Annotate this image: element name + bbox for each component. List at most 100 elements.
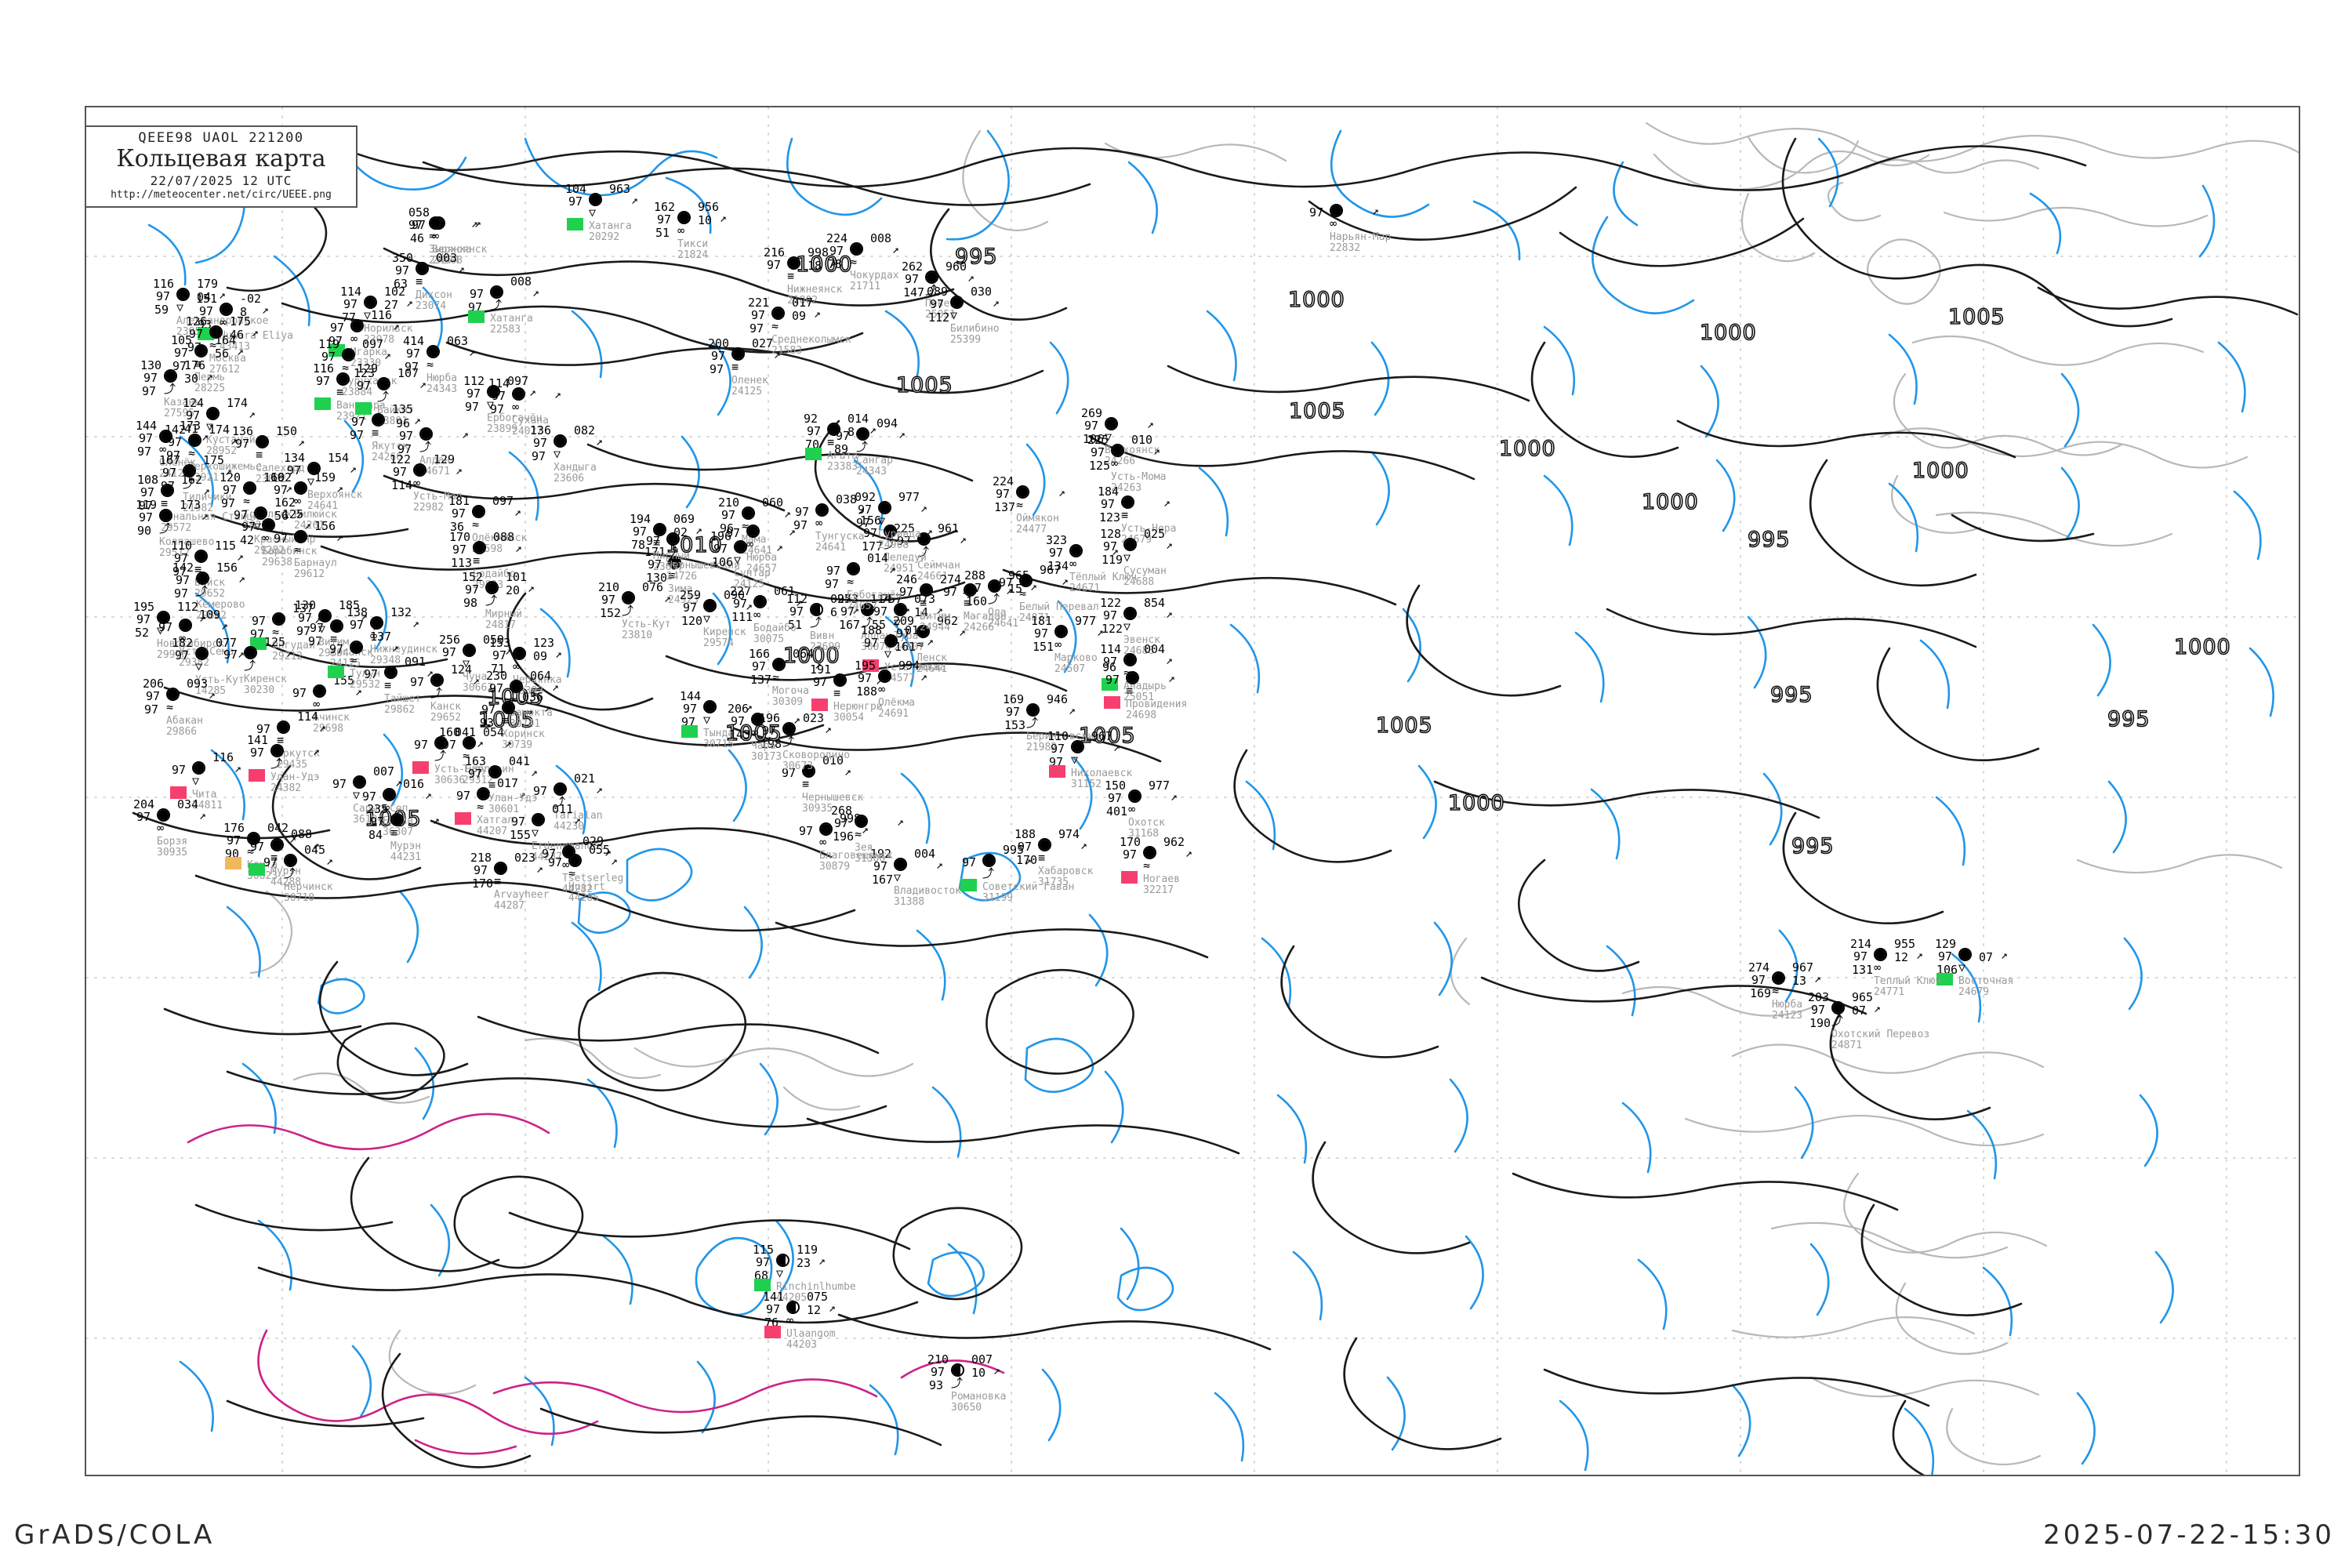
pressure-tendency-icon: ↗ bbox=[237, 344, 245, 358]
pressure-tendency-icon: ↗ bbox=[1163, 495, 1171, 510]
present-weather-code: 97 bbox=[474, 863, 488, 877]
temperature-value: 112 bbox=[463, 374, 485, 388]
temperature-value: 224 bbox=[826, 231, 848, 245]
chart-source-url[interactable]: http://meteocenter.net/circ/UEEE.png bbox=[111, 188, 332, 201]
pressure-tendency-icon: ↗ bbox=[221, 619, 229, 633]
station-id: 29976 bbox=[157, 649, 188, 661]
temperature-value: 203 bbox=[1808, 990, 1830, 1004]
isobar-label: 995 bbox=[1769, 682, 1813, 708]
pressure-tendency-icon: ↗ bbox=[289, 832, 297, 846]
station-name: Вилюйск bbox=[294, 509, 337, 521]
dewpoint-value: 59 bbox=[154, 303, 169, 317]
weather-symbol-icon: ≡ bbox=[372, 426, 379, 440]
station-name: Салехард bbox=[256, 463, 305, 474]
station-name: Игарка bbox=[350, 347, 387, 358]
mslp-value: 014 bbox=[848, 412, 869, 426]
station-name: Нюрба bbox=[1772, 999, 1803, 1011]
pressure-tendency-icon: ↗ bbox=[818, 1254, 826, 1268]
station-name: Иркутск bbox=[277, 748, 320, 760]
dewpoint-value: 111 bbox=[731, 610, 753, 624]
present-weather-code: 97 bbox=[466, 387, 481, 401]
mslp-value: 115 bbox=[215, 539, 237, 553]
mslp-value: 114 bbox=[297, 710, 319, 724]
weather-symbol-icon: ∞ bbox=[294, 494, 302, 508]
isobar-label: 1005 bbox=[1375, 713, 1433, 739]
pressure-tendency-icon: ↗ bbox=[960, 532, 967, 546]
temperature-value: 166 bbox=[749, 647, 771, 661]
present-weather-code: 97 bbox=[962, 855, 977, 869]
mslp-value: 995 bbox=[1003, 843, 1025, 857]
station-id: 29652 bbox=[430, 712, 462, 724]
present-weather-code: 97 bbox=[410, 675, 425, 689]
present-weather-code: 97 bbox=[481, 702, 496, 717]
pressure-tendency-icon: ↗ bbox=[1372, 204, 1380, 218]
cloud-cover-circle bbox=[982, 854, 996, 867]
pressure-tendency-icon: ↗ bbox=[393, 319, 401, 333]
precipitation-flag-green bbox=[249, 863, 265, 876]
weather-symbol-icon: ∞ bbox=[1111, 456, 1119, 470]
present-weather-code: 97 bbox=[146, 689, 161, 703]
pressure-tendency-icon: ↗ bbox=[298, 435, 306, 449]
weather-symbol-icon: ▽ bbox=[894, 870, 902, 884]
station-name: Ербогачён bbox=[847, 590, 902, 601]
pressure-tendency-value: 09 bbox=[533, 649, 548, 663]
station-name: Среднеколымск bbox=[771, 334, 851, 346]
dewpoint-value: 46 bbox=[410, 231, 425, 245]
station-id: 44288 bbox=[270, 877, 302, 888]
weather-symbol-icon: ▽ bbox=[884, 647, 892, 661]
pressure-tendency-icon: ↗ bbox=[1916, 948, 1924, 962]
station-id: 24811 bbox=[192, 800, 223, 811]
present-weather-code: 97 bbox=[1108, 791, 1123, 805]
pressure-tendency-icon: ↗ bbox=[793, 713, 801, 727]
precipitation-flag-pink bbox=[412, 761, 429, 774]
station-name: Мирный bbox=[653, 550, 690, 562]
station-id: 22832 bbox=[1330, 242, 1361, 254]
present-weather-code: 97 bbox=[899, 585, 914, 599]
mslp-value: 023 bbox=[803, 711, 825, 725]
temperature-value: 176 bbox=[223, 821, 245, 835]
station-id: 24641 bbox=[916, 663, 948, 675]
pressure-tendency-icon: ↗ bbox=[862, 822, 869, 837]
station-name: Хандыга bbox=[554, 462, 597, 474]
station-id: 24343 bbox=[856, 466, 887, 477]
present-weather-code: 97 bbox=[139, 510, 154, 524]
station-name: Тура bbox=[894, 630, 919, 642]
pressure-tendency-icon: ↗ bbox=[1147, 417, 1155, 431]
station-id: 24871 bbox=[1019, 612, 1051, 624]
present-weather-code: 97 bbox=[930, 297, 945, 311]
weather-map-canvas[interactable]: 1000 995 1000 1005 1000 1005 1005 1000 1000 1000 9… bbox=[85, 106, 2300, 1476]
dewpoint-value: 160 bbox=[966, 594, 988, 608]
station-name: Тында bbox=[703, 728, 735, 739]
present-weather-code: 97 bbox=[414, 738, 429, 752]
mslp-value: 008 bbox=[510, 274, 532, 289]
mslp-value: 174 bbox=[227, 396, 249, 410]
mslp-value: 075 bbox=[807, 1290, 829, 1304]
isobar-label: 1000 bbox=[1498, 436, 1556, 462]
mslp-value: 962 bbox=[1163, 835, 1185, 849]
cloud-cover-circle bbox=[192, 761, 205, 775]
cloud-cover-circle bbox=[1069, 544, 1083, 557]
station-id: 24507 bbox=[1054, 663, 1086, 675]
temperature-value: 124 bbox=[183, 396, 205, 410]
pressure-tendency-icon: ↗ bbox=[829, 256, 837, 270]
dewpoint-value: 130 bbox=[646, 571, 668, 585]
station-name: Алдан bbox=[419, 455, 451, 466]
mslp-value: 017 bbox=[792, 296, 814, 310]
dewpoint-value: 51 bbox=[655, 226, 670, 240]
pressure-tendency-icon: ↗ bbox=[720, 211, 728, 225]
dewpoint-value: 98 bbox=[463, 596, 478, 610]
cloud-cover-circle bbox=[330, 619, 343, 633]
pressure-tendency-value: 20 bbox=[506, 583, 521, 597]
temperature-value: 262 bbox=[902, 260, 924, 274]
cloud-cover-circle bbox=[254, 506, 267, 520]
pressure-tendency-icon: ↗ bbox=[313, 838, 321, 852]
weather-symbol-icon: ≡ bbox=[390, 826, 398, 840]
dewpoint-value: 113 bbox=[451, 556, 473, 570]
cloud-cover-circle bbox=[1054, 625, 1068, 638]
station-name: Олёкминск bbox=[472, 532, 528, 544]
dewpoint-value: 97 bbox=[144, 702, 159, 717]
pressure-tendency-icon: ↗ bbox=[814, 307, 822, 321]
station-name: Якутск bbox=[372, 441, 408, 452]
mslp-value: 757 bbox=[881, 592, 903, 606]
station-name: Норильск bbox=[364, 323, 413, 335]
